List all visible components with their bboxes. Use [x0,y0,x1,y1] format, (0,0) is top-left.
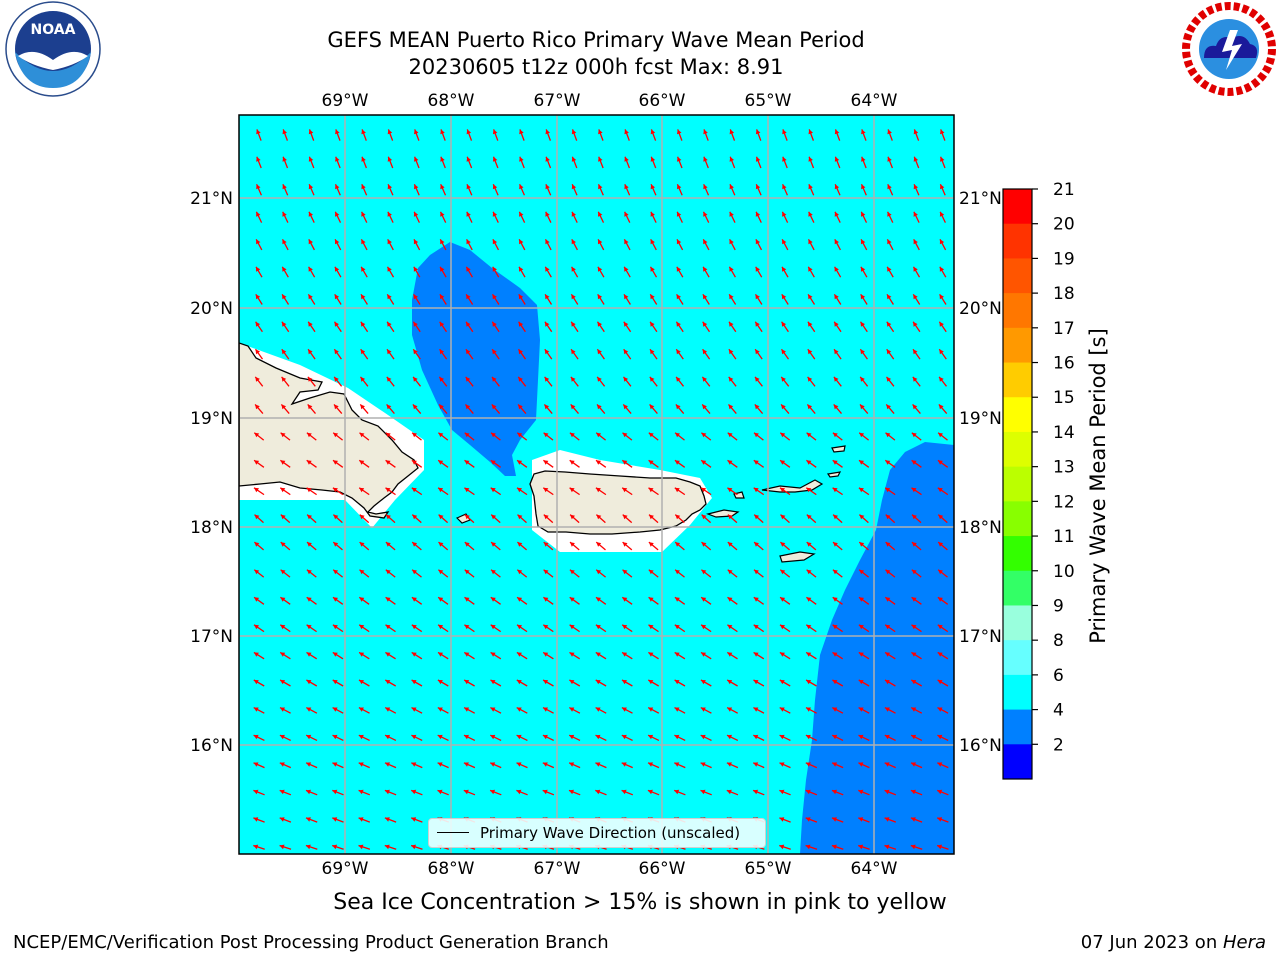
lat-label-right: 20°N [959,299,1002,319]
land-hispaniola [239,342,419,519]
lat-label-right: 16°N [959,736,1002,756]
colorbar-tick-label: 10 [1053,562,1075,582]
colorbar-band [1003,570,1032,606]
chart-subtitle: 20230605 t12z 000h fcst Max: 8.91 [408,55,784,79]
lon-label-top: 64°W [851,91,898,111]
footer-date-text: 07 Jun 2023 on [1080,932,1223,953]
colorbar-band [1003,674,1032,711]
colorbar-band [1003,501,1032,537]
colorbar-tick-label: 14 [1053,423,1075,443]
colorbar-frame [1002,188,1033,780]
lon-label-top: 67°W [534,91,581,111]
lat-labels-right: 21°N 20°N 19°N 18°N 17°N 16°N [959,189,1002,756]
noaa-logo-text: NOAA [31,22,76,38]
colorbar-tick-label: 19 [1053,249,1075,269]
colorbar-tick-label: 21 [1053,180,1075,200]
lon-label-top: 68°W [428,91,475,111]
legend-line-swatch [437,832,469,833]
colorbar-tick-label: 8 [1053,631,1064,651]
colorbar-band [1003,431,1032,468]
lat-label-left: 20°N [190,299,233,319]
lon-labels-bottom: 69°W 68°W 67°W 66°W 65°W 64°W [322,859,898,879]
nws-logo [1180,0,1278,98]
lon-label-top: 69°W [322,91,369,111]
lat-label-left: 17°N [190,627,233,647]
island-anegada [826,471,842,478]
chart-title: GEFS MEAN Puerto Rico Primary Wave Mean … [327,28,865,52]
footer-machine: Hera [1222,932,1266,953]
colorbar-tick-label: 12 [1053,492,1075,512]
colorbar-band [1003,640,1032,676]
colorbar: 21 20 19 18 17 16 15 14 13 12 11 10 9 8 6 4 2 Primary Wa… [1002,180,1110,780]
colorbar-band [1003,327,1032,364]
colorbar-tick-label: 9 [1053,596,1064,616]
lat-label-left: 21°N [190,189,233,209]
colorbar-tick-label: 18 [1053,284,1075,304]
colorbar-band [1003,397,1032,433]
lon-labels-top: 69°W 68°W 67°W 66°W 65°W 64°W [322,91,898,111]
colorbar-band [1003,258,1032,294]
colorbar-tick-label: 20 [1053,215,1075,235]
lon-label-bottom: 67°W [534,859,581,879]
colorbar-tick-label: 4 [1053,701,1064,721]
map-frame [238,114,955,855]
legend-label: Primary Wave Direction (unscaled) [480,824,741,842]
colorbar-tick-label: 11 [1053,527,1075,547]
colorbar-band [1003,223,1032,259]
lon-label-top: 66°W [639,91,686,111]
colorbar-band [1003,744,1032,780]
island-small-north [831,445,846,453]
colorbar-band [1003,466,1032,502]
lon-label-bottom: 64°W [851,859,898,879]
lon-label-bottom: 69°W [322,859,369,879]
footer-credit: NCEP/EMC/Verification Post Processing Pr… [13,932,609,953]
colorbar-tick-label: 2 [1053,735,1064,755]
colorbar-band [1003,536,1032,572]
lon-label-bottom: 65°W [745,859,792,879]
lat-labels-left: 21°N 20°N 19°N 18°N 17°N 16°N [190,189,233,756]
colorbar-band [1003,605,1032,641]
legend-box: Primary Wave Direction (unscaled) [428,818,766,848]
lat-label-right: 19°N [959,409,1002,429]
colorbar-tick-label: 17 [1053,319,1075,339]
lat-label-left: 18°N [190,518,233,538]
lon-label-bottom: 68°W [428,859,475,879]
lon-label-bottom: 66°W [639,859,686,879]
lat-label-left: 16°N [190,736,233,756]
colorbar-tick-label: 13 [1053,458,1075,478]
colorbar-tick-label: 6 [1053,666,1064,686]
colorbar-band [1003,293,1032,329]
colorbar-tick-label: 16 [1053,354,1075,374]
lat-label-right: 18°N [959,518,1002,538]
colorbar-band [1003,189,1032,225]
footer-date: 07 Jun 2023 on Hera [1081,932,1266,953]
noaa-logo: NOAA [4,0,102,98]
colorbar-label: Primary Wave Mean Period [s] [1086,328,1110,644]
sea-ice-note: Sea Ice Concentration > 15% is shown in … [333,890,947,915]
graticule [239,115,954,854]
colorbar-tick-label: 15 [1053,388,1075,408]
lon-label-top: 65°W [745,91,792,111]
lat-label-right: 21°N [959,189,1002,209]
island-st-croix [779,551,816,563]
lat-label-left: 19°N [190,409,233,429]
colorbar-band [1003,362,1032,398]
colorbar-band [1003,709,1032,745]
lat-label-right: 17°N [959,627,1002,647]
